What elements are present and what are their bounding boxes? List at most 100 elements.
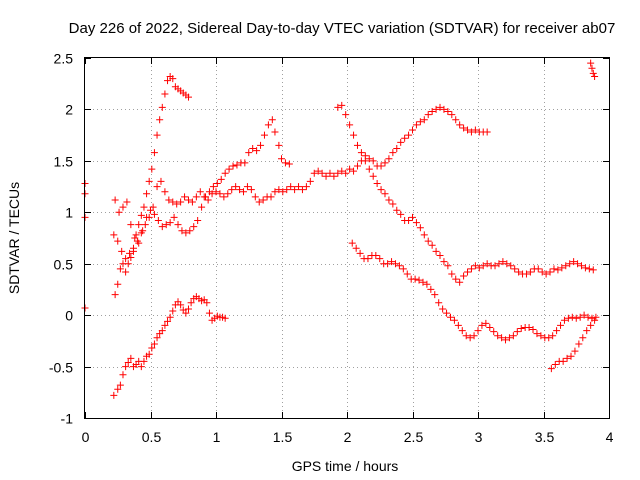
data-point [116, 381, 124, 389]
data-point [456, 121, 464, 129]
data-point [196, 188, 204, 196]
data-point [395, 262, 403, 270]
data-point [567, 352, 575, 360]
data-point [281, 159, 289, 167]
data-point [589, 69, 597, 77]
data-point [166, 219, 174, 227]
data-point [132, 231, 140, 239]
data-point [209, 183, 217, 191]
data-point [381, 159, 389, 167]
data-point [563, 354, 571, 362]
data-point [377, 162, 385, 170]
data-point [166, 313, 174, 321]
data-point [587, 59, 595, 67]
data-point [346, 121, 354, 129]
data-point [184, 93, 192, 101]
data-point [452, 275, 460, 283]
data-point [499, 258, 507, 266]
data-point [431, 291, 439, 299]
data-point [158, 103, 166, 111]
data-point [135, 221, 143, 229]
data-point [306, 177, 314, 185]
data-point [352, 244, 360, 252]
data-point [466, 334, 474, 342]
data-point [549, 332, 557, 340]
data-point [553, 327, 561, 335]
data-point [365, 165, 373, 173]
data-point [432, 247, 440, 255]
data-point [161, 188, 169, 196]
data-point [126, 249, 134, 257]
data-point [490, 328, 498, 336]
data-point [148, 344, 156, 352]
data-point [507, 262, 515, 270]
data-point [200, 193, 208, 201]
data-point [389, 149, 397, 157]
data-point [334, 103, 342, 111]
data-point [588, 64, 596, 72]
series-arc-a [110, 293, 229, 399]
data-point [405, 131, 413, 139]
data-point [208, 190, 216, 198]
data-point [412, 219, 420, 227]
data-point [494, 332, 502, 340]
data-point [464, 268, 472, 276]
data-point [568, 313, 576, 321]
data-point [111, 196, 119, 204]
data-point [479, 262, 487, 270]
data-point [241, 159, 249, 167]
data-point [542, 270, 550, 278]
data-point [357, 149, 365, 157]
data-point [498, 334, 506, 342]
data-point [298, 186, 306, 194]
data-point [350, 131, 358, 139]
data-point [574, 260, 582, 268]
data-point [391, 260, 399, 268]
data-point [116, 265, 124, 273]
data-point [571, 347, 579, 355]
data-point [260, 131, 268, 139]
data-point [529, 326, 537, 334]
data-point [190, 223, 198, 231]
data-point [416, 118, 424, 126]
data-point [124, 358, 132, 366]
data-point [592, 313, 600, 321]
data-point [124, 260, 132, 268]
data-point [221, 314, 229, 322]
data-point [428, 241, 436, 249]
data-point [384, 260, 392, 268]
data-point [448, 111, 456, 119]
data-point [467, 265, 475, 273]
y-tick-label: 1.5 [54, 154, 74, 170]
data-point [458, 327, 466, 335]
data-point [198, 203, 206, 211]
data-point [129, 244, 137, 252]
data-point [236, 186, 244, 194]
data-point [564, 314, 572, 322]
y-tick-label: 0.5 [54, 257, 74, 273]
data-point [119, 203, 127, 211]
data-point [525, 323, 533, 331]
data-point [184, 305, 192, 313]
data-point [353, 141, 361, 149]
data-point [346, 165, 354, 173]
data-point [369, 157, 377, 165]
data-point [576, 313, 584, 321]
data-point [486, 323, 494, 331]
data-point [178, 227, 186, 235]
data-point [133, 237, 141, 245]
data-point [575, 340, 583, 348]
data-point [470, 332, 478, 340]
data-point [164, 317, 172, 325]
data-point [118, 247, 126, 255]
data-point [150, 210, 158, 218]
data-point [150, 340, 158, 348]
data-point [483, 128, 491, 136]
data-point [194, 217, 202, 225]
data-point [483, 260, 491, 268]
data-point [145, 350, 153, 358]
data-point [145, 213, 153, 221]
x-tick-labels: 0 0.5 1 1.5 2 2.5 3 3.5 4 [82, 429, 614, 445]
data-point [551, 361, 559, 369]
data-point [579, 334, 587, 342]
